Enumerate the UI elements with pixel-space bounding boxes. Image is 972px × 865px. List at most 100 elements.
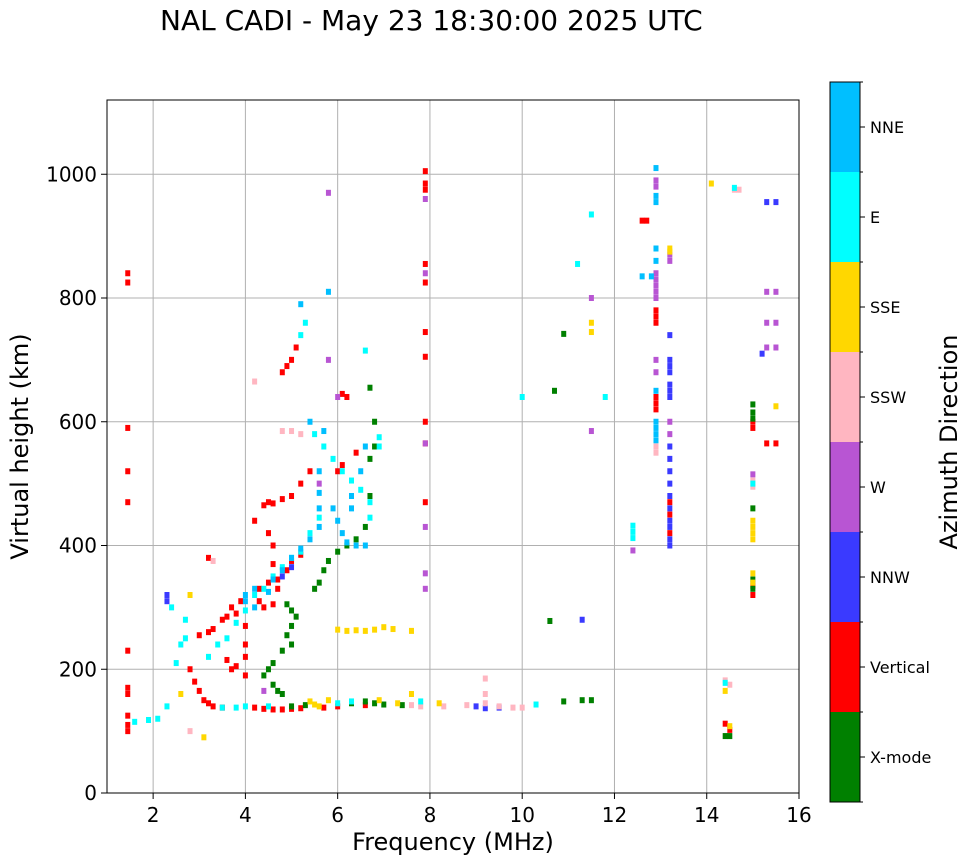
data-point: [298, 301, 304, 308]
data-point: [284, 601, 290, 608]
data-point: [242, 607, 248, 614]
data-point: [325, 288, 331, 295]
data-point: [201, 734, 207, 741]
data-point: [164, 703, 170, 710]
data-point: [667, 369, 673, 376]
data-point: [242, 641, 248, 648]
data-point: [316, 489, 322, 496]
data-point: [408, 691, 414, 697]
grid-lines: [107, 100, 800, 794]
data-point: [372, 418, 378, 425]
data-point: [653, 183, 659, 190]
data-point: [750, 570, 756, 577]
data-point: [362, 702, 368, 709]
data-point: [316, 514, 322, 521]
data-point: [422, 353, 428, 360]
series-ssw: [187, 186, 756, 735]
data-point: [551, 387, 557, 394]
data-point: [764, 344, 770, 351]
colorbar-label: W: [870, 478, 886, 497]
data-point: [233, 704, 239, 711]
data-point: [667, 251, 673, 258]
data-point: [667, 511, 673, 518]
colorbar-label: SSW: [870, 388, 906, 407]
data-point: [408, 702, 414, 709]
data-point: [298, 332, 304, 339]
data-point: [750, 523, 756, 530]
data-point: [335, 468, 341, 475]
data-point: [270, 660, 276, 667]
data-point: [722, 720, 728, 727]
data-point: [648, 273, 654, 280]
colorbar: X-mode Vertical NNW W SSW SSE E NNE Azimuth Dire…: [829, 81, 963, 803]
data-point: [750, 477, 756, 484]
data-point: [279, 573, 285, 580]
data-point: [750, 415, 756, 422]
data-point: [261, 585, 267, 592]
data-point: [482, 675, 488, 682]
data-point: [639, 273, 645, 280]
data-point: [132, 718, 138, 725]
data-point: [547, 617, 553, 624]
data-point: [630, 528, 636, 535]
data-point: [653, 418, 659, 425]
data-point: [196, 632, 202, 639]
data-point: [473, 703, 479, 710]
data-point: [418, 703, 424, 710]
data-point: [265, 588, 271, 595]
data-point: [639, 217, 645, 224]
data-point: [289, 557, 295, 564]
data-point: [644, 217, 650, 224]
data-point: [289, 703, 295, 710]
data-point: [436, 700, 442, 707]
data-point: [316, 480, 322, 487]
data-point: [422, 168, 428, 175]
data-point: [289, 607, 295, 614]
data-point: [316, 579, 322, 586]
data-point: [261, 604, 267, 611]
data-point: [667, 530, 673, 537]
data-point: [722, 733, 728, 740]
data-point: [653, 356, 659, 363]
data-point: [270, 576, 276, 583]
data-point: [731, 184, 737, 191]
data-point: [339, 530, 345, 537]
data-point: [289, 356, 295, 363]
data-point: [602, 394, 608, 400]
data-point: [667, 443, 673, 450]
data-point: [482, 691, 488, 697]
data-point: [750, 471, 756, 478]
x-tick-label: 12: [602, 803, 627, 827]
colorbar-segment: [830, 442, 860, 532]
data-point: [155, 715, 161, 722]
data-point: [279, 428, 285, 435]
data-point: [344, 539, 350, 546]
data-point: [653, 387, 659, 394]
data-point: [279, 706, 285, 713]
data-point: [764, 288, 770, 295]
data-point: [653, 319, 659, 326]
data-point: [252, 585, 258, 592]
x-axis-label: Frequency (MHz): [352, 828, 554, 856]
data-point: [667, 455, 673, 462]
data-point: [307, 468, 313, 475]
data-point: [667, 517, 673, 524]
data-point: [312, 431, 318, 438]
x-tick-label: 4: [239, 803, 252, 827]
data-point: [146, 716, 152, 723]
data-point: [653, 313, 659, 320]
data-point: [653, 270, 659, 277]
data-point: [667, 499, 673, 506]
y-tick-label: 400: [59, 534, 97, 558]
plot-frame: [106, 99, 800, 794]
colorbar-segment: [830, 262, 860, 352]
x-tick-label: 8: [424, 803, 437, 827]
data-point: [667, 394, 673, 400]
data-point: [125, 684, 131, 691]
data-point: [224, 613, 230, 620]
y-tick-label: 800: [59, 286, 97, 310]
data-point: [653, 424, 659, 431]
data-point: [205, 653, 211, 660]
data-point: [233, 610, 239, 617]
data-point: [242, 592, 248, 598]
